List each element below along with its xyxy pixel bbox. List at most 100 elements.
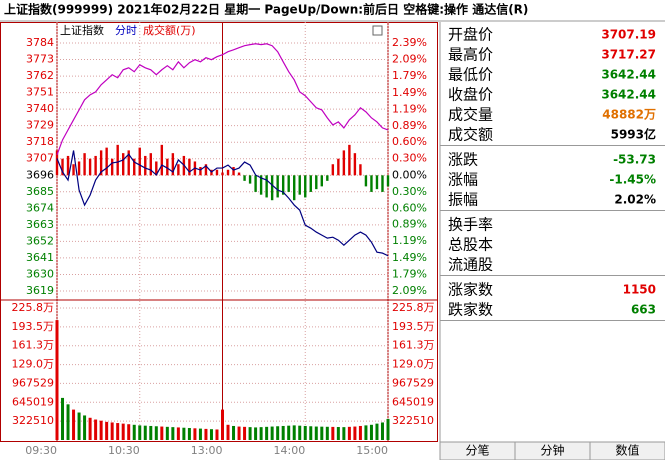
breadth-bar [83, 153, 86, 176]
volume-bar [165, 426, 169, 440]
breadth-bar [99, 150, 103, 176]
volume-bar [72, 409, 76, 440]
y2-tick-label: 2.39% [392, 36, 427, 49]
quote-value: 3717.27 [601, 48, 656, 62]
volume-bar [331, 426, 335, 440]
y-tick-label: 3729 [26, 119, 54, 132]
breadth-bar [375, 175, 379, 190]
breadth-bar [55, 150, 59, 176]
tab[interactable]: 分钟 [540, 443, 564, 458]
price-line [56, 43, 389, 156]
breadth-bar [386, 175, 390, 187]
breadth-bar [364, 175, 368, 187]
breadth-bar [342, 150, 346, 176]
breadth-bar [88, 158, 92, 176]
y2-tick-label: 0.30% [392, 185, 427, 198]
breadth-bar [348, 144, 351, 176]
breadth-bar [304, 175, 307, 198]
volume-bar [116, 423, 120, 440]
breadth-bar [326, 175, 329, 181]
legend-label: 成交额(万) [143, 23, 196, 37]
volume-bar [281, 425, 285, 440]
quote-label: 涨家数 [448, 281, 493, 299]
breadth-bar [309, 175, 312, 192]
volume-bar [209, 429, 213, 440]
volume-bar [138, 425, 142, 440]
breadth-bar [359, 164, 362, 176]
y2-tick-label: 2.09% [392, 53, 427, 66]
quote-label: 开盘价 [448, 26, 493, 44]
breadth-bar [133, 158, 136, 176]
y-tick-label: 3751 [26, 86, 54, 99]
breadth-bar [221, 172, 224, 176]
x-tick-label: 09:30 [25, 444, 57, 457]
breadth-bar [337, 158, 340, 176]
breadth-bar [160, 144, 164, 176]
volume-tick-label: 129.0万 [392, 358, 435, 371]
volume-bar [215, 429, 219, 440]
volume-bar [358, 425, 362, 440]
window-icon[interactable] [372, 25, 383, 36]
volume-tick-label: 645019 [12, 395, 54, 408]
volume-bar [83, 415, 87, 440]
quote-label: 收盘价 [448, 86, 493, 104]
volume-bar [265, 426, 269, 440]
y-tick-label: 3652 [26, 234, 54, 247]
quote-value: 3642.44 [601, 68, 656, 82]
volume-bar [77, 412, 81, 440]
volume-bar [386, 418, 390, 440]
volume-bar [94, 419, 98, 440]
breadth-bar [315, 175, 318, 190]
volume-bar [276, 426, 280, 440]
breadth-bar [66, 155, 70, 176]
y2-tick-label: 1.49% [392, 86, 427, 99]
breadth-bar [293, 175, 296, 201]
volume-bar [221, 409, 224, 440]
x-tick-label: 14:00 [274, 444, 306, 457]
y2-tick-label: 1.79% [392, 267, 427, 280]
breadth-bar [281, 175, 285, 195]
volume-tick-label: 225.8万 [12, 301, 55, 314]
quote-label: 流通股 [448, 256, 493, 274]
volume-bar [149, 425, 153, 440]
quote-label: 成交额 [448, 126, 493, 144]
breadth-bar [381, 175, 384, 192]
y-tick-label: 3718 [26, 135, 54, 148]
breadth-bar [265, 175, 268, 198]
breadth-bar [204, 164, 208, 176]
y-tick-label: 3784 [26, 36, 54, 49]
volume-bar [287, 425, 291, 440]
y2-tick-label: 0.00% [392, 168, 427, 181]
volume-bar [110, 422, 114, 440]
tab[interactable]: 数值 [615, 443, 639, 458]
volume-bar [127, 424, 131, 440]
volume-tick-label: 161.3万 [12, 339, 55, 352]
volume-bar [259, 427, 263, 440]
tab[interactable]: 分笔 [465, 443, 489, 458]
breadth-bar [232, 167, 235, 176]
y2-tick-label: 0.89% [392, 218, 427, 231]
breadth-bar [248, 175, 252, 184]
breadth-bar [171, 153, 175, 176]
breadth-bar [144, 155, 147, 176]
volume-bar [364, 425, 368, 440]
y-tick-label: 3696 [26, 168, 54, 181]
quote-value: 48882万 [602, 108, 656, 122]
volume-bar [270, 426, 274, 440]
volume-bar [182, 427, 186, 440]
volume-tick-label: 225.8万 [392, 301, 435, 314]
quote-label: 涨幅 [448, 171, 478, 189]
y2-tick-label: 0.89% [392, 119, 427, 132]
volume-tick-label: 645019 [392, 395, 434, 408]
volume-bar [314, 426, 318, 440]
volume-bar [298, 425, 302, 440]
breadth-bar [259, 175, 263, 195]
y-tick-label: 3663 [26, 218, 54, 231]
volume-bar [132, 424, 136, 440]
volume-bar [226, 424, 230, 440]
volume-bar [143, 425, 147, 440]
quote-label: 跌家数 [448, 301, 493, 319]
chart-frame [0, 22, 438, 442]
breadth-bar [138, 147, 141, 176]
